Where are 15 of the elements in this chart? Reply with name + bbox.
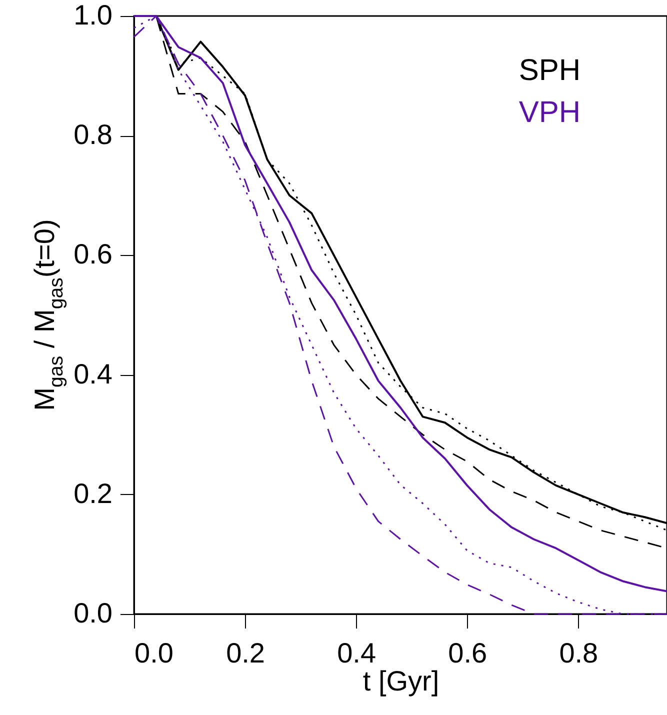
y-tick-label: 0.4 xyxy=(74,358,112,390)
x-tick-label: 0.6 xyxy=(448,638,488,668)
y-tick-label: 0.8 xyxy=(74,119,112,150)
x-tick-label: 0.2 xyxy=(226,638,266,668)
x-tick-label: 0.4 xyxy=(337,638,376,668)
y-tick-label: 1.0 xyxy=(74,0,112,30)
x-tick-label: 0.8 xyxy=(559,638,598,668)
x-tick-label: 0.0 xyxy=(134,638,174,668)
y-tick-label: 0.0 xyxy=(74,598,112,628)
y-tick-label: 0.2 xyxy=(74,478,112,509)
y-tick-label: 0.6 xyxy=(74,238,112,270)
y-axis-title: Mgas / Mgas(t=0) xyxy=(29,219,68,411)
text: VPH xyxy=(518,96,581,129)
x-axis-title: t [Gyr] xyxy=(362,666,440,696)
text: SPH xyxy=(518,54,581,87)
